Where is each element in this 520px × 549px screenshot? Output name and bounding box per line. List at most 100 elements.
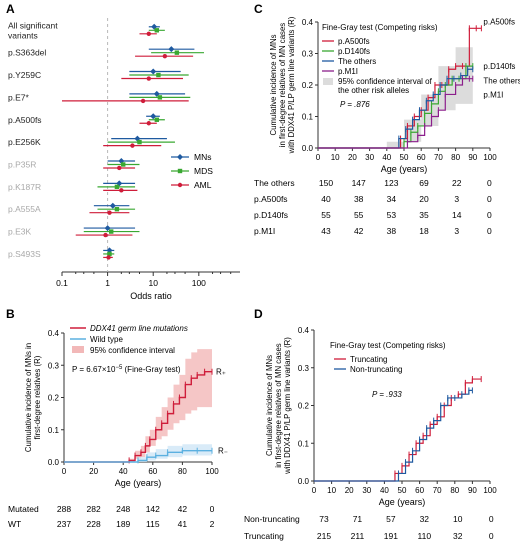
p-value-test: (Fine-Gray test): [122, 365, 181, 374]
point-aml: [146, 121, 151, 126]
point-aml: [146, 76, 151, 81]
x-tick-label: 10: [327, 486, 336, 495]
point-mds: [156, 72, 161, 78]
x-tick-label: 20: [348, 153, 357, 162]
risk-table-cell: 3: [454, 194, 459, 204]
panel-letter-b: B: [6, 307, 15, 321]
point-aml: [103, 232, 108, 238]
legend-title: Fine-Gray test (Competing risks): [322, 23, 438, 32]
y-tick-label: 0.0: [298, 477, 310, 486]
y-tick-label: 0.4: [302, 18, 314, 27]
p-value-annotation: P = .933: [372, 390, 402, 399]
risk-table-row-label: Truncating: [244, 531, 284, 541]
y-axis-label: Cumulative incidence of MNsin first-degr…: [265, 337, 292, 475]
point-mds: [107, 251, 112, 257]
x-tick-label: 60: [415, 486, 424, 495]
y-tick-label: 0.2: [298, 402, 310, 411]
y-tick-label: 0.0: [48, 458, 60, 467]
row-label: p.K187R: [8, 182, 41, 192]
point-mds: [114, 207, 120, 212]
end-label: R₊: [216, 368, 226, 377]
legend-label: MNs: [194, 152, 211, 162]
risk-table-cell: 211: [351, 531, 365, 541]
x-tick-label: 40: [382, 153, 391, 162]
x-tick-label: 0.1: [56, 278, 68, 288]
ci-band: [64, 349, 212, 462]
legend-marker: [177, 168, 183, 174]
row-label: p.S363del: [8, 48, 46, 58]
risk-table-cell: 18: [419, 226, 429, 236]
end-label: p.A500fs: [483, 17, 515, 26]
legend-label: MDS: [194, 166, 213, 176]
risk-table-cell: 73: [319, 514, 329, 524]
x-axis-label: Odds ratio: [130, 291, 172, 301]
p-value-annotation: P = .876: [340, 100, 370, 109]
risk-table-row-label: p.D140fs: [254, 210, 288, 220]
x-tick-label: 80: [451, 153, 460, 162]
panel-letter-a: A: [6, 2, 15, 16]
row-label: p.A500fs: [8, 115, 42, 125]
end-label: The others: [483, 76, 520, 85]
risk-table-cell: 41: [178, 519, 188, 529]
y-axis-label-line: Cumulative incidence of MNs: [265, 355, 274, 456]
risk-table-row-label: WT: [8, 519, 21, 529]
risk-table-cell: 123: [384, 178, 398, 188]
end-label: p.M1I: [483, 91, 503, 100]
x-tick-label: 90: [468, 153, 477, 162]
x-tick-label: 100: [192, 278, 206, 288]
x-tick-label: 20: [89, 467, 98, 476]
row-label: All significant variants: [8, 20, 58, 40]
risk-table-cell: 69: [419, 178, 429, 188]
point-aml: [117, 165, 122, 171]
x-tick-label: 60: [417, 153, 426, 162]
risk-table-row-label: Non-truncating: [244, 514, 300, 524]
x-tick-label: 70: [434, 153, 443, 162]
end-label: R₋: [218, 447, 228, 456]
x-tick-label: 0: [62, 467, 67, 476]
legend-label: AML: [194, 180, 212, 190]
y-axis-label-line: first-degree relatives (R): [33, 355, 42, 439]
x-tick-label: 10: [331, 153, 340, 162]
x-tick-label: 40: [380, 486, 389, 495]
y-axis-label-line: with DDX41 P/LP germ line variants (R): [287, 16, 296, 154]
legend-label: Non-truncating: [350, 365, 402, 374]
y-tick-label: 0.3: [48, 361, 60, 370]
y-axis-label-line: in first-degree relatives of MN cases: [278, 23, 287, 147]
risk-table-cell: 0: [487, 194, 492, 204]
p-value-exponent: −5: [115, 365, 123, 371]
risk-table-cell: 248: [116, 504, 130, 514]
panel-letter-c: C: [254, 2, 263, 16]
row-label: p.E256K: [8, 137, 41, 147]
risk-table-cell: 282: [87, 504, 101, 514]
panel-c: C 0 10 20 30 40 50 60 70 80 90 1000.00.10.20.30.4A…: [254, 2, 520, 236]
ci-band: [64, 444, 212, 462]
x-tick-label: 100: [483, 486, 497, 495]
y-tick-label: 0.1: [298, 439, 310, 448]
risk-table-cell: 14: [452, 210, 462, 220]
y-tick-label: 0.1: [302, 113, 314, 122]
legend-box: [72, 346, 84, 353]
x-tick-label: 30: [362, 486, 371, 495]
risk-table-cell: 3: [454, 226, 459, 236]
risk-table-cell: 0: [487, 178, 492, 188]
x-tick-label: 80: [450, 486, 459, 495]
x-tick-label: 50: [398, 486, 407, 495]
risk-table-cell: 42: [178, 504, 188, 514]
y-tick-label: 0.1: [48, 426, 60, 435]
risk-table-cell: 0: [210, 504, 215, 514]
point-aml: [130, 143, 135, 148]
y-tick-label: 0.0: [302, 144, 314, 153]
y-tick-label: 0.2: [302, 81, 314, 90]
risk-table-cell: 71: [353, 514, 363, 524]
point-mds: [154, 28, 160, 33]
p-value-annotation: P = 6.67×10−5 (Fine-Gray test): [72, 365, 181, 374]
risk-table-row-label: The others: [254, 178, 295, 188]
x-tick-label: 30: [365, 153, 374, 162]
x-axis-label: Age (years): [381, 164, 428, 174]
point-aml: [107, 210, 112, 215]
y-axis-label-line: in first-degree relatives of MN cases: [274, 343, 283, 467]
risk-table-cell: 288: [57, 504, 71, 514]
risk-table-cell: 43: [321, 226, 331, 236]
risk-table-cell: 57: [386, 514, 396, 524]
